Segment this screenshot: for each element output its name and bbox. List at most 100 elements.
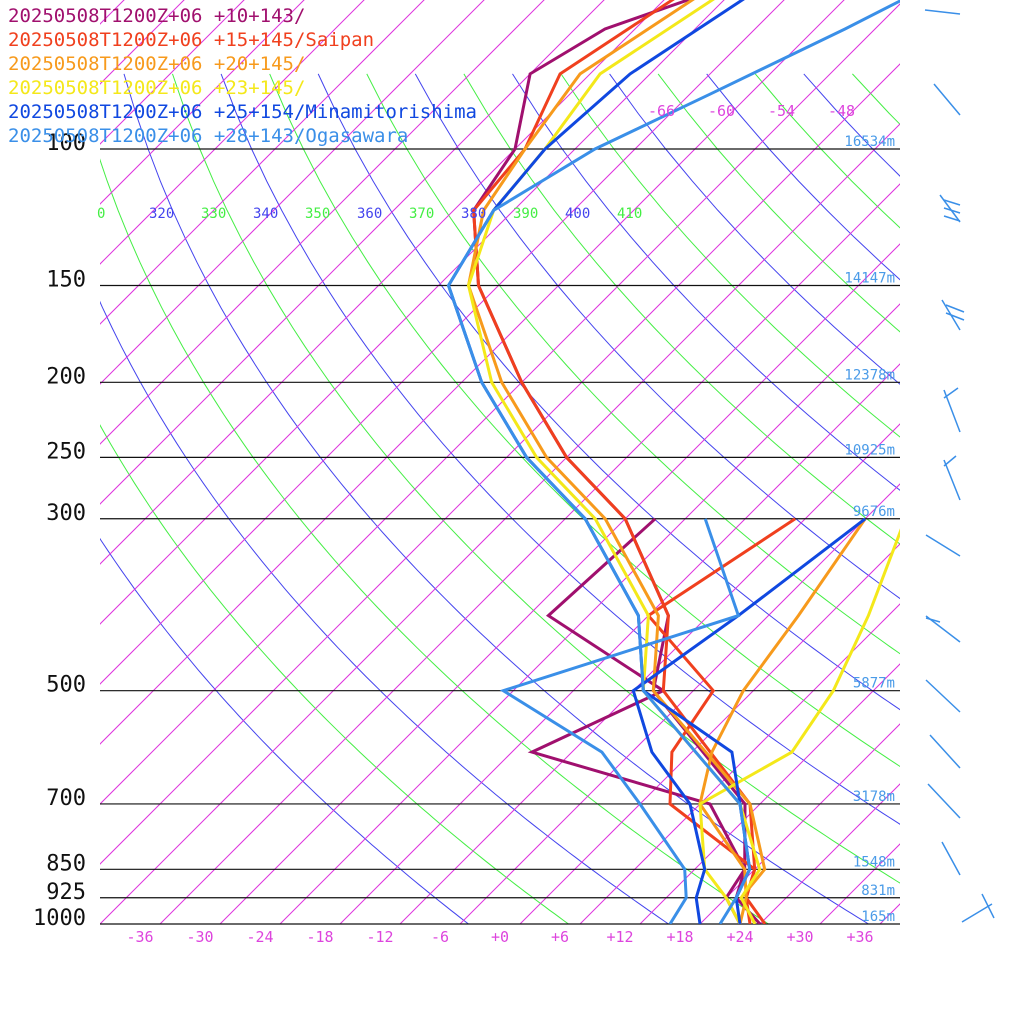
isotherm-line (639, 663, 900, 924)
height-label: 5877m (853, 676, 895, 692)
legend-entry: 20250508T1200Z+06 +10+143/ (8, 5, 305, 27)
temperature-tick-label: +36 (846, 928, 873, 946)
isotherm-line (100, 0, 545, 445)
potential-temperature-label: 410 (617, 206, 642, 222)
wind-barb (924, 9, 961, 15)
isotherm-line (100, 0, 725, 625)
wind-barb (929, 734, 961, 769)
isotherm-line (459, 483, 900, 924)
pressure-label: 500 (46, 673, 86, 698)
isotherm-line (100, 0, 665, 565)
wind-barb (933, 83, 961, 116)
sounding-profiles (446, 0, 900, 924)
isotherm-line (699, 723, 900, 924)
upper-temperature-label: -66 (648, 102, 675, 120)
potential-temperature-line (269, 73, 900, 768)
isotherm-line (100, 0, 485, 385)
temperature-tick-label: -24 (246, 928, 273, 946)
temperature-tick-label: -18 (306, 928, 333, 946)
potential-temperature-line (220, 73, 900, 825)
isotherm-line (100, 0, 845, 745)
temperature-tick-label: +18 (666, 928, 693, 946)
potential-temperature-line (366, 73, 900, 655)
isotherm-line (100, 123, 900, 924)
isotherm-line (100, 0, 245, 145)
potential-temperature-line (100, 158, 769, 924)
isotherm-line (100, 0, 185, 85)
isotherm-line (100, 0, 365, 265)
isotherm-line (279, 303, 900, 924)
potential-temperature-line (100, 300, 669, 924)
height-label: 12378m (844, 367, 895, 383)
height-label: 3178m (853, 789, 895, 805)
temperature-tick-label: +30 (786, 928, 813, 946)
temperature-tick-label: +6 (551, 928, 569, 946)
potential-temperature-line (560, 73, 900, 438)
temperature-tick-label: +0 (491, 928, 509, 946)
legend-entry: 20250508T1200Z+06 +15+145/Saipan (8, 29, 374, 51)
temperature-tick-label: -36 (126, 928, 153, 946)
wind-barb-flag (943, 215, 961, 222)
pressure-label: 200 (46, 364, 86, 389)
potential-temperature-line (100, 424, 569, 924)
wind-barb (941, 841, 961, 876)
wind-barb-flag (925, 617, 941, 623)
isotherm-line (100, 3, 900, 805)
potential-temperature-label: 380 (461, 206, 486, 222)
wind-barb-flag (943, 455, 957, 467)
potential-temperature-label: 330 (201, 206, 226, 222)
wind-barb-flag (943, 199, 961, 206)
pressure-label: 925 (46, 880, 86, 905)
height-label: 14147m (844, 270, 895, 286)
legend-entry: 20250508T1200Z+06 +25+154/Minamitorishim… (8, 101, 477, 123)
isotherm-line (339, 363, 900, 924)
potential-temperature-line (123, 73, 869, 924)
potential-temperature-label: 340 (253, 206, 278, 222)
potential-temperature-label: 400 (565, 206, 590, 222)
wind-barb (927, 783, 961, 819)
dewpoint-profile-6 (499, 518, 741, 924)
pressure-label: 700 (46, 786, 86, 811)
height-label: 16534m (844, 134, 895, 150)
dewpoint-profile-5 (631, 517, 867, 924)
height-label: 10925m (844, 442, 895, 458)
pressure-label: 300 (46, 501, 86, 526)
temperature-profile-3 (466, 0, 767, 924)
pressure-label: 250 (46, 439, 86, 464)
temperature-tick-label: -12 (366, 928, 393, 946)
potential-temperature-label: 350 (305, 206, 330, 222)
isobar-lines (100, 148, 900, 925)
isotherm-line (879, 903, 900, 924)
isotherm-line (579, 603, 900, 924)
legend: 20250508T1200Z+06 +10+143/20250508T1200Z… (8, 5, 477, 147)
wind-barb-flag (945, 304, 965, 313)
legend-entry: 20250508T1200Z+06 +23+145/ (8, 77, 305, 99)
potential-temperature-line (463, 73, 900, 545)
legend-entry: 20250508T1200Z+06 +28+143/Ogasawara (8, 125, 408, 147)
temperature-tick-label: +12 (606, 928, 633, 946)
wind-barb-flag (943, 387, 959, 399)
pressure-label: 100 (46, 131, 86, 156)
isotherm-line (100, 0, 305, 205)
pressure-label: 850 (46, 851, 86, 876)
isotherm-line (100, 0, 785, 685)
potential-temperature-line (317, 73, 900, 711)
temperature-profile-4 (466, 0, 762, 924)
axis-labels: 100 16534m 150 14147m 200 12378m 250 10925m 300 9… (33, 102, 895, 946)
dewpoint-profile-4 (698, 528, 900, 924)
height-label: 165m (861, 909, 895, 925)
isotherm-line (399, 423, 900, 924)
temperature-tick-label: -30 (186, 928, 213, 946)
wind-barb (943, 459, 961, 501)
isotherm-line (219, 243, 900, 924)
pressure-label: 150 (46, 267, 86, 292)
wind-barb-flag (943, 207, 961, 214)
potential-temperature-label: 0 (97, 206, 105, 222)
wind-barb (961, 903, 993, 923)
wind-barb (981, 893, 995, 919)
wind-barb (925, 534, 961, 557)
wind-barb (925, 679, 961, 713)
upper-temperature-label: -48 (828, 102, 855, 120)
temperature-tick-label: +24 (726, 928, 753, 946)
